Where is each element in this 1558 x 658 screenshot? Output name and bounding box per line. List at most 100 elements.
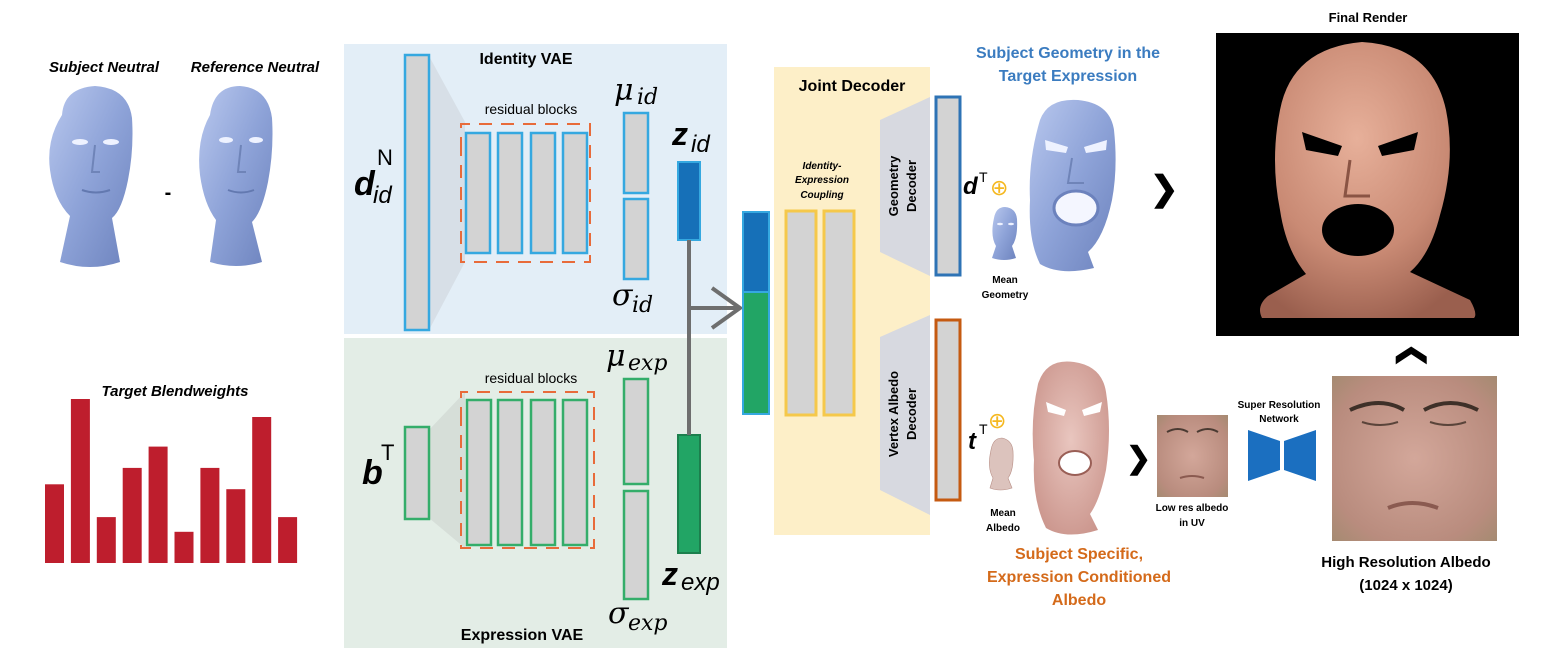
blendweight-bar [226,489,246,563]
mean-geometry-label-1: Mean [992,275,1018,286]
mean-albedo-mesh [989,437,1014,491]
target-blendweights-label: Target Blendweights [102,383,249,400]
identity-sigma-vector [622,197,650,281]
svg-text:exp: exp [681,569,720,596]
svg-text:μ: μ [606,339,626,374]
sigma-id-symbol: σ id [612,278,653,318]
mu-id-symbol: μ id [614,73,658,110]
blendweight-bar [122,467,142,563]
coupling-layer-1 [784,209,818,417]
svg-text:z: z [671,116,688,152]
svg-text:Geometry: Geometry [886,155,901,216]
svg-text:T: T [979,169,988,185]
low-res-label-2: in UV [1179,518,1205,529]
svg-text:d: d [963,173,979,200]
svg-text:T: T [979,421,988,437]
blendweight-bar [252,417,272,563]
identity-input-vector [403,53,431,332]
z-id-vector [677,161,701,241]
subject-geometry-expression-mesh [1029,99,1116,272]
chevron-right-icon-2: ❯ [1126,442,1151,476]
b-t-symbol: b T [362,440,394,492]
high-res-label-1: High Resolution Albedo [1321,554,1490,571]
svg-text:id: id [373,182,392,209]
svg-text:id: id [632,293,653,318]
blendweight-bar [70,399,90,563]
mean-albedo-label-2: Albedo [986,523,1020,534]
blendweight-bar [200,467,220,563]
svg-text:Expression: Expression [795,175,849,186]
svg-text:z: z [661,556,678,592]
z-id-symbol: z id [671,116,710,158]
svg-text:Decoder: Decoder [904,388,919,440]
vertex-albedo-decoder: Vertex Albedo Decoder [880,315,930,515]
svg-text:exp: exp [628,611,668,636]
svg-text:Coupling: Coupling [800,190,843,201]
svg-text:t: t [968,428,977,455]
svg-text:N: N [377,145,393,170]
subject-geometry-title-1: Subject Geometry in the [976,45,1160,62]
subject-neutral-label: Subject Neutral [49,59,160,76]
low-res-albedo-image [1157,415,1228,497]
expression-sigma-vector [622,489,650,601]
subject-albedo-title-1: Subject Specific, [1015,546,1143,563]
final-render-head [1260,42,1476,318]
subject-albedo-title-2: Expression Conditioned [987,569,1171,586]
input-neutral-faces: Subject Neutral Reference Neutral - [49,59,320,267]
latent-merge-arrow [687,240,744,435]
super-resolution-network-icon [1248,430,1316,481]
expression-vae-title: Expression VAE [461,627,584,644]
z-exp-vector [677,434,701,554]
svg-text:σ: σ [612,278,634,313]
coupling-layer-2 [822,209,856,417]
blendweight-bar [148,446,168,563]
sigma-exp-symbol: σ exp [608,596,668,636]
t-t-symbol: t T [968,421,988,455]
concat-latent-id [742,211,770,293]
expression-mu-vector [622,377,650,486]
blendweight-bar [174,531,194,563]
high-res-label-2: (1024 x 1024) [1359,577,1452,594]
svg-text:σ: σ [608,596,630,631]
z-exp-symbol: z exp [661,556,720,596]
mean-geometry-label-2: Geometry [982,290,1029,301]
identity-mu-vector [622,111,650,195]
subject-geometry-title-2: Target Expression [999,68,1137,85]
svg-text:exp: exp [628,351,668,376]
d-id-n-symbol: d id N [354,145,393,209]
blendweight-bar [96,517,116,563]
svg-text:d: d [354,165,376,203]
svg-text:T: T [381,440,394,465]
geometry-output-vector [934,95,962,277]
chevron-up-icon: ❯ [1393,343,1427,368]
expression-residual-blocks [465,398,589,547]
low-res-label-1: Low res albedo [1156,503,1229,514]
expression-input-vector [403,425,431,521]
concat-latent-exp [742,291,770,415]
svg-text:id: id [637,85,658,110]
mean-geometry-mesh [992,207,1018,260]
subject-albedo-mesh [1032,361,1109,535]
svg-text:Decoder: Decoder [904,160,919,212]
blendweight-bar [278,517,298,563]
final-render-title: Final Render [1329,10,1408,25]
mean-albedo-label-1: Mean [990,508,1016,519]
blendweight-bar [45,484,64,563]
coupling-label: Identity- Expression Coupling [795,161,849,201]
super-res-label-2: Network [1259,414,1299,425]
joint-decoder-title: Joint Decoder [799,78,906,95]
subject-albedo-title-3: Albedo [1052,592,1106,609]
reference-neutral-label: Reference Neutral [191,59,320,76]
oplus-albedo-icon: ⊕ [988,408,1006,433]
super-res-label-1: Super Resolution [1238,400,1321,411]
albedo-output-vector [934,318,962,502]
expression-residual-blocks-label: residual blocks [485,370,578,386]
target-blendweights: Target Blendweights [45,383,298,563]
svg-text:b: b [362,454,383,492]
high-res-albedo-image [1332,376,1497,541]
subject-neutral-mesh [49,86,133,267]
identity-residual-blocks-label: residual blocks [485,101,578,117]
minus-sign: - [165,182,172,204]
identity-vae-title: Identity VAE [479,51,572,68]
svg-text:Vertex Albedo: Vertex Albedo [886,371,901,457]
